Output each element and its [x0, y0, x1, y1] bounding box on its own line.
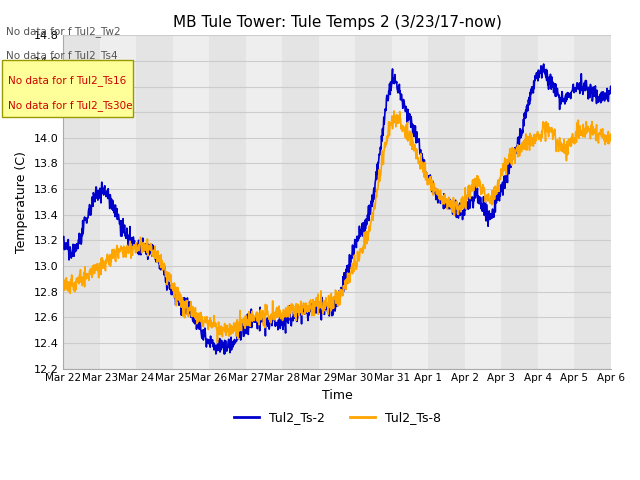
Bar — [209, 36, 246, 369]
Bar — [246, 36, 282, 369]
Legend: Tul2_Ts-2, Tul2_Ts-8: Tul2_Ts-2, Tul2_Ts-8 — [228, 406, 445, 429]
Tul2_Ts-8 — [423, 171, 431, 177]
Tul2_Ts-8 — [60, 282, 67, 288]
Tul2_Ts-8 — [243, 322, 251, 328]
Bar — [63, 36, 100, 369]
Tul2_Ts-8 — [168, 283, 175, 288]
Tul2_Ts-2 — [543, 78, 550, 84]
Y-axis label: Temperature (C): Temperature (C) — [15, 151, 28, 253]
Tul2_Ts-8 — [214, 340, 221, 346]
Text: No data for f Tul2_Tw2: No data for f Tul2_Tw2 — [6, 25, 121, 36]
Bar — [392, 36, 428, 369]
Text: No data for f Tul2_Ts30e: No data for f Tul2_Ts30e — [6, 100, 131, 111]
Tul2_Ts-8 — [495, 184, 502, 190]
Text: No data for f Tul2_Ts16: No data for f Tul2_Ts16 — [8, 75, 127, 86]
X-axis label: Time: Time — [322, 389, 353, 402]
Text: No data for f Tul2_Ts16: No data for f Tul2_Ts16 — [6, 75, 125, 86]
Tul2_Ts-2 — [607, 84, 615, 90]
Bar — [136, 36, 173, 369]
Bar — [355, 36, 392, 369]
Bar — [319, 36, 355, 369]
Title: MB Tule Tower: Tule Temps 2 (3/23/17-now): MB Tule Tower: Tule Temps 2 (3/23/17-now… — [173, 15, 502, 30]
Bar — [465, 36, 502, 369]
Tul2_Ts-2 — [168, 284, 175, 289]
Tul2_Ts-2 — [220, 351, 228, 357]
Tul2_Ts-2 — [243, 326, 251, 332]
Line: Tul2_Ts-8: Tul2_Ts-8 — [63, 111, 611, 343]
Bar — [428, 36, 465, 369]
Text: No data for f Tul2_Ts30e: No data for f Tul2_Ts30e — [8, 100, 133, 111]
Tul2_Ts-2 — [181, 296, 189, 301]
Bar — [538, 36, 575, 369]
Bar — [282, 36, 319, 369]
Text: No data for f Tul2_Ts4: No data for f Tul2_Ts4 — [6, 50, 118, 61]
Tul2_Ts-2 — [540, 61, 547, 67]
Tul2_Ts-2 — [422, 169, 430, 175]
Line: Tul2_Ts-2: Tul2_Ts-2 — [63, 64, 611, 354]
Tul2_Ts-2 — [494, 197, 502, 203]
Bar — [100, 36, 136, 369]
Bar — [502, 36, 538, 369]
Tul2_Ts-8 — [607, 131, 615, 137]
Tul2_Ts-8 — [181, 299, 189, 305]
Tul2_Ts-8 — [390, 108, 398, 114]
Tul2_Ts-2 — [60, 235, 67, 240]
Bar — [173, 36, 209, 369]
Tul2_Ts-8 — [543, 128, 550, 134]
Bar — [575, 36, 611, 369]
